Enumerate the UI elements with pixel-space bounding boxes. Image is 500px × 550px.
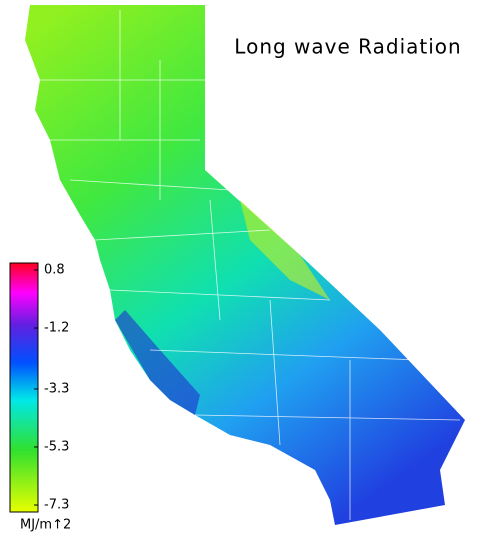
- high-desert-area: [240, 200, 330, 300]
- colorbar-tick-label: -5.3: [44, 439, 69, 454]
- colorbar-ramp: [9, 262, 39, 513]
- colorbar-tick-label: -1.2: [44, 321, 69, 336]
- california-map: [25, 5, 465, 525]
- map-title: Long wave Radiation: [234, 35, 461, 59]
- coastal-area: [115, 310, 200, 415]
- county-lines: [40, 10, 461, 520]
- colorbar-tick-label: -7.3: [44, 498, 69, 513]
- colorbar-tick-label: 0.8: [44, 263, 65, 278]
- colorbar-unit: MJ/m↑2: [20, 518, 71, 533]
- colorbar: [9, 262, 39, 513]
- state-area: [25, 5, 465, 525]
- colorbar-tick-label: -3.3: [44, 381, 69, 396]
